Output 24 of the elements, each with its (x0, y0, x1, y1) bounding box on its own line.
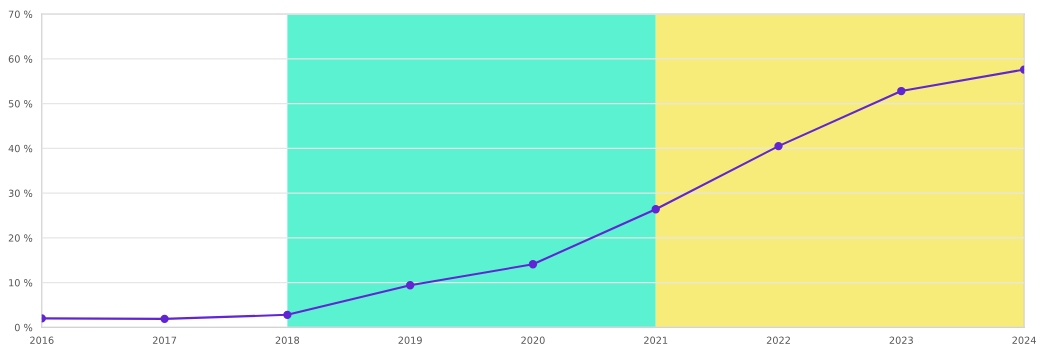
y-tick-label: 40 % (8, 144, 33, 153)
x-tick-label: 2017 (152, 336, 177, 344)
y-tick-label: 10 % (9, 279, 33, 287)
y-tick-label: 0 % (14, 323, 33, 332)
point (160, 314, 169, 324)
y-tick-label: 20 % (8, 234, 33, 242)
y-tick-label: 50 % (8, 100, 33, 108)
y-tick-label: 60 % (8, 55, 33, 63)
x-tick-label: 2016 (30, 336, 54, 344)
x-tick-label: 2018 (275, 336, 300, 344)
y-tick-label: 70 % (8, 10, 33, 18)
point (897, 86, 906, 96)
point (405, 281, 415, 290)
x-tick-label: 2022 (766, 336, 790, 344)
y-tick-label: 30 % (8, 189, 33, 197)
point (651, 205, 660, 214)
point (283, 310, 292, 319)
x-tick-label: 2024 (1012, 336, 1036, 344)
x-tick-label: 2019 (398, 336, 422, 344)
x-tick-label: 2021 (644, 336, 668, 344)
x-tick-label: 2023 (889, 336, 913, 344)
point (774, 141, 783, 151)
x-tick-label: 2020 (521, 336, 545, 344)
point (528, 260, 538, 269)
